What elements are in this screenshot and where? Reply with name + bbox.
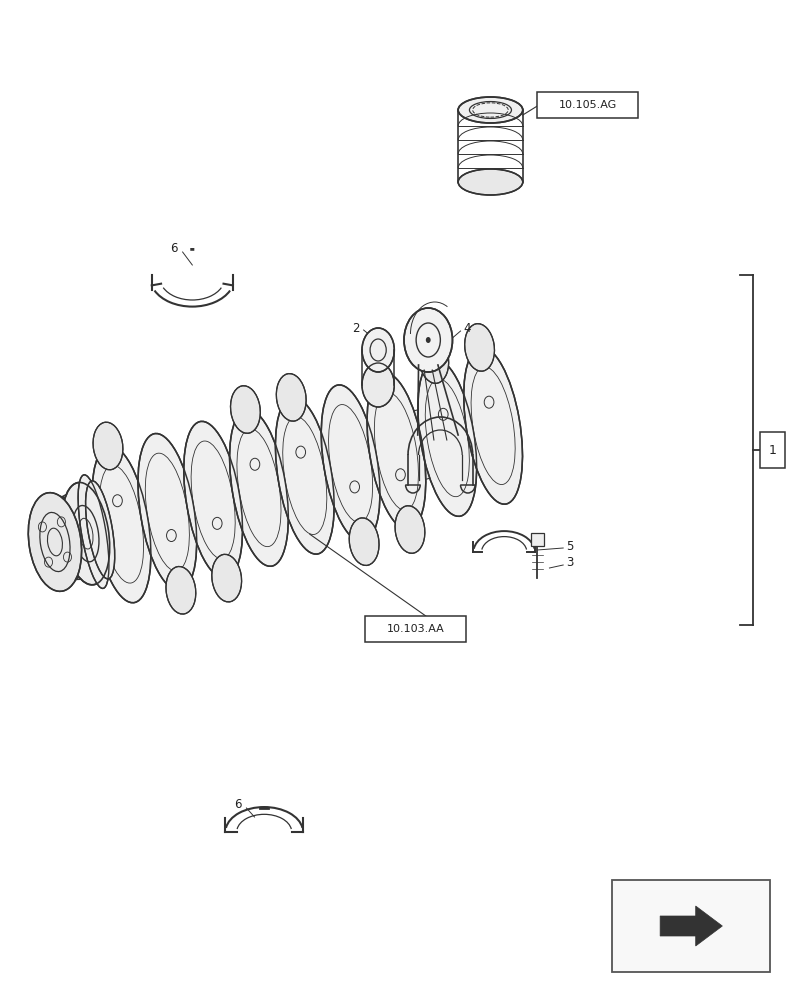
Ellipse shape xyxy=(62,482,110,585)
Ellipse shape xyxy=(230,386,260,433)
Ellipse shape xyxy=(86,481,115,579)
Ellipse shape xyxy=(322,385,380,542)
Bar xyxy=(365,616,466,642)
Ellipse shape xyxy=(40,496,86,583)
Ellipse shape xyxy=(406,410,437,479)
Ellipse shape xyxy=(212,554,242,602)
Ellipse shape xyxy=(367,373,426,530)
Bar xyxy=(537,92,638,118)
Ellipse shape xyxy=(464,347,523,504)
Ellipse shape xyxy=(404,308,452,372)
Ellipse shape xyxy=(138,434,196,591)
Ellipse shape xyxy=(367,373,426,530)
Text: 10.105.AG: 10.105.AG xyxy=(558,100,617,110)
Ellipse shape xyxy=(276,397,335,554)
Ellipse shape xyxy=(418,359,477,516)
Ellipse shape xyxy=(92,446,151,603)
Ellipse shape xyxy=(276,397,335,554)
Ellipse shape xyxy=(28,493,82,591)
Ellipse shape xyxy=(358,423,389,492)
Text: 6: 6 xyxy=(170,241,178,254)
Ellipse shape xyxy=(92,446,151,603)
Ellipse shape xyxy=(267,447,297,516)
Bar xyxy=(760,432,785,468)
Ellipse shape xyxy=(276,374,306,421)
Ellipse shape xyxy=(419,336,448,383)
Ellipse shape xyxy=(166,567,196,614)
Ellipse shape xyxy=(458,97,523,123)
Ellipse shape xyxy=(465,324,494,371)
Ellipse shape xyxy=(418,359,477,516)
Ellipse shape xyxy=(221,459,251,528)
Bar xyxy=(531,533,544,546)
Ellipse shape xyxy=(362,328,394,372)
Ellipse shape xyxy=(175,472,206,540)
Ellipse shape xyxy=(78,475,109,588)
Ellipse shape xyxy=(129,484,160,553)
Ellipse shape xyxy=(183,421,242,578)
Ellipse shape xyxy=(395,506,425,553)
Bar xyxy=(612,880,770,972)
Ellipse shape xyxy=(455,397,486,466)
Ellipse shape xyxy=(322,385,380,542)
Text: 6: 6 xyxy=(234,798,242,812)
Ellipse shape xyxy=(458,169,523,195)
Ellipse shape xyxy=(229,409,288,566)
Ellipse shape xyxy=(183,421,242,578)
Ellipse shape xyxy=(362,363,394,407)
Text: 10.103.AA: 10.103.AA xyxy=(387,624,444,634)
Ellipse shape xyxy=(464,347,523,504)
Text: 1: 1 xyxy=(768,444,776,456)
Text: 5: 5 xyxy=(566,540,574,552)
Ellipse shape xyxy=(93,422,123,470)
Polygon shape xyxy=(660,906,722,946)
Text: 3: 3 xyxy=(566,556,574,570)
Text: 2: 2 xyxy=(351,322,360,334)
Ellipse shape xyxy=(229,409,288,566)
Ellipse shape xyxy=(426,337,431,343)
Ellipse shape xyxy=(349,518,379,565)
Text: 4: 4 xyxy=(463,322,471,334)
Ellipse shape xyxy=(138,434,196,591)
Ellipse shape xyxy=(312,435,343,504)
